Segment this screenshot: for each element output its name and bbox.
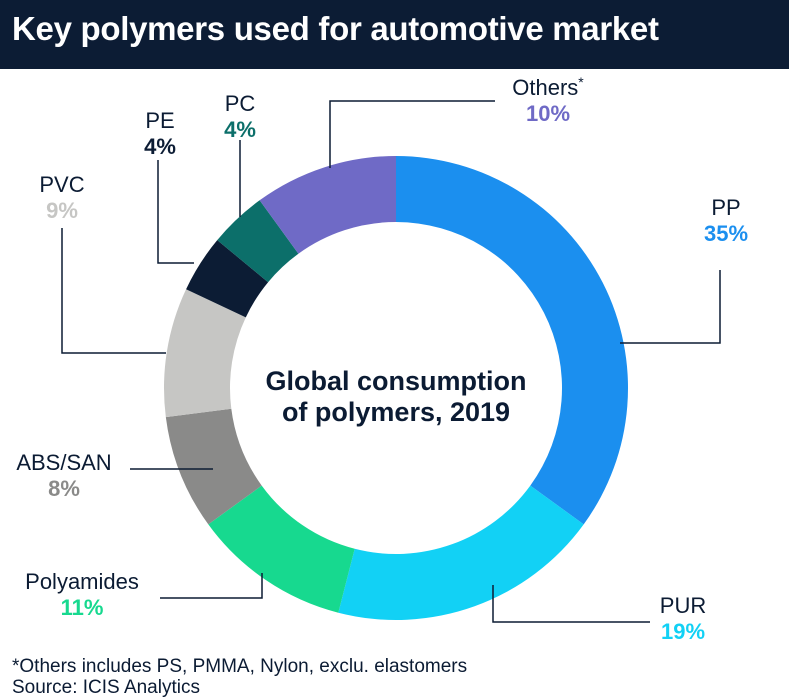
footnote-others: *Others includes PS, PMMA, Nylon, exclu.… xyxy=(12,656,468,677)
donut-slices xyxy=(164,156,628,620)
slice-value-pp: 35% xyxy=(704,221,748,246)
page-title: Key polymers used for automotive market xyxy=(12,10,659,47)
slice-value-others: 10% xyxy=(526,101,570,126)
slice-abs-san xyxy=(165,408,262,525)
center-label-line-2: of polymers, 2019 xyxy=(282,397,510,427)
slice-value-pur: 19% xyxy=(661,619,705,644)
slice-name-abs-san: ABS/SAN xyxy=(16,450,111,475)
slice-polyamides xyxy=(208,485,355,613)
slice-value-pvc: 9% xyxy=(46,198,78,223)
leader-line-pp xyxy=(620,270,721,344)
slice-pvc xyxy=(164,289,246,418)
leader-line-polyamides xyxy=(160,573,263,599)
footnote-source: Source: ICIS Analytics xyxy=(12,677,200,698)
title-bar: Key polymers used for automotive market xyxy=(0,0,789,69)
slice-pc xyxy=(217,200,299,283)
leader-line-others xyxy=(329,100,495,168)
slice-name-pe: PE xyxy=(145,108,174,133)
slice-pur xyxy=(338,485,584,620)
slice-name-pp: PP xyxy=(711,195,740,220)
footnote: *Others includes PS, PMMA, Nylon, exclu.… xyxy=(12,656,467,698)
slice-name-polyamides: Polyamides xyxy=(25,569,139,594)
slice-value-polyamides: 11% xyxy=(61,595,104,620)
slice-value-abs-san: 8% xyxy=(48,476,80,501)
leader-line-pe xyxy=(157,160,194,264)
slice-name-pvc: PVC xyxy=(39,172,84,197)
slice-others xyxy=(259,156,396,254)
leader-lines xyxy=(61,100,721,623)
leader-line-pur xyxy=(492,585,650,623)
leader-line-pvc xyxy=(61,228,166,354)
slice-name-pur: PUR xyxy=(660,593,706,618)
footnote-marker: * xyxy=(578,74,584,90)
slice-pe xyxy=(186,240,269,318)
slice-pp xyxy=(396,156,628,525)
slice-name-pc: PC xyxy=(225,91,256,116)
center-label-line-1: Global consumption xyxy=(266,366,527,396)
slice-value-pc: 4% xyxy=(224,117,256,142)
slice-name-others: Others* xyxy=(512,74,584,100)
slice-value-pe: 4% xyxy=(144,134,176,159)
